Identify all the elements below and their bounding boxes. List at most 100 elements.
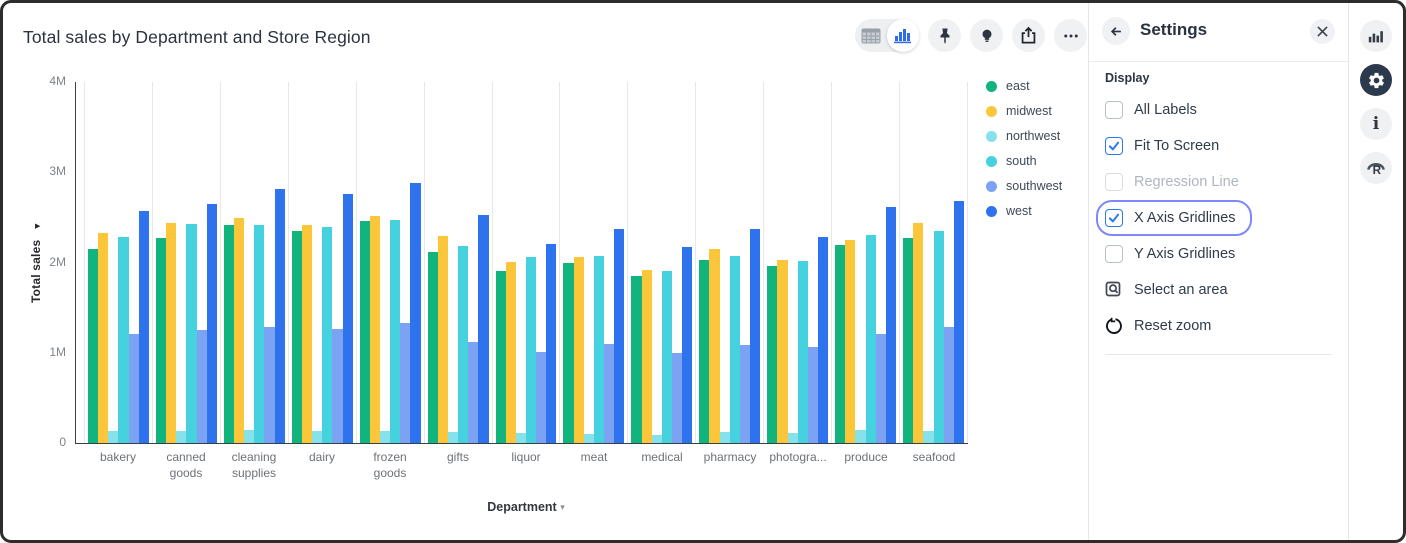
bar-west[interactable] <box>750 229 761 443</box>
bar-south[interactable] <box>118 237 129 443</box>
bar-east[interactable] <box>631 276 642 443</box>
bar-south[interactable] <box>254 224 265 443</box>
bar-southwest[interactable] <box>672 352 683 443</box>
bar-east[interactable] <box>223 224 234 443</box>
bar-south[interactable] <box>729 256 740 443</box>
setting-row-select-an-area[interactable]: Select an area <box>1096 272 1244 308</box>
bar-midwest[interactable] <box>301 224 313 443</box>
legend-item-south[interactable]: south <box>986 154 1062 168</box>
bar-northwest[interactable] <box>312 431 323 443</box>
bar-south[interactable] <box>458 246 469 443</box>
checkbox-all-labels[interactable] <box>1105 101 1123 119</box>
checkbox-fit-to-screen[interactable] <box>1105 137 1123 155</box>
setting-row-fit-to-screen[interactable]: Fit To Screen <box>1096 128 1235 164</box>
setting-row-regression-line[interactable]: Regression Line <box>1096 164 1255 200</box>
bar-northwest[interactable] <box>515 433 526 443</box>
bar-northwest[interactable] <box>108 431 119 443</box>
bar-south[interactable] <box>186 223 197 443</box>
bar-southwest[interactable] <box>875 333 886 443</box>
bar-midwest[interactable] <box>98 232 109 443</box>
bar-west[interactable] <box>885 206 897 443</box>
bar-midwest[interactable] <box>913 222 924 443</box>
bar-east[interactable] <box>291 230 302 443</box>
bar-east[interactable] <box>359 221 370 443</box>
bar-southwest[interactable] <box>739 344 751 443</box>
share-button[interactable] <box>1012 19 1045 52</box>
legend-item-midwest[interactable]: midwest <box>986 104 1062 118</box>
bar-west[interactable] <box>206 203 217 443</box>
bar-midwest[interactable] <box>573 257 584 443</box>
bar-midwest[interactable] <box>709 248 720 443</box>
bar-west[interactable] <box>274 188 285 443</box>
bar-east[interactable] <box>563 262 574 443</box>
bar-northwest[interactable] <box>380 431 391 443</box>
bar-east[interactable] <box>767 266 778 443</box>
bar-east[interactable] <box>427 251 438 443</box>
bar-southwest[interactable] <box>604 343 615 443</box>
bar-northwest[interactable] <box>244 430 255 443</box>
setting-row-reset-zoom[interactable]: Reset zoom <box>1096 308 1227 344</box>
bar-midwest[interactable] <box>166 222 177 443</box>
more-options-button[interactable] <box>1054 19 1087 52</box>
close-button[interactable] <box>1310 19 1335 44</box>
bar-west[interactable] <box>614 229 625 443</box>
bar-midwest[interactable] <box>845 239 856 443</box>
bar-midwest[interactable] <box>437 236 448 443</box>
bar-midwest[interactable] <box>641 269 652 443</box>
pin-button[interactable] <box>928 19 961 52</box>
bar-south[interactable] <box>322 227 333 443</box>
bar-west[interactable] <box>818 237 829 443</box>
bar-northwest[interactable] <box>719 432 730 443</box>
bar-west[interactable] <box>342 193 353 443</box>
bar-southwest[interactable] <box>196 330 207 443</box>
legend-item-southwest[interactable]: southwest <box>986 179 1062 193</box>
bar-west[interactable] <box>682 247 693 443</box>
bar-south[interactable] <box>526 257 537 443</box>
sidebar-visualization-button[interactable] <box>1360 20 1392 52</box>
chart-view-button[interactable] <box>886 19 919 52</box>
bar-southwest[interactable] <box>128 333 139 443</box>
bar-midwest[interactable] <box>234 218 245 443</box>
bar-west[interactable] <box>410 183 421 443</box>
bar-east[interactable] <box>155 238 167 443</box>
bar-southwest[interactable] <box>468 341 479 443</box>
bar-south[interactable] <box>797 260 808 443</box>
bar-midwest[interactable] <box>369 215 380 443</box>
sidebar-settings-button[interactable] <box>1360 64 1392 96</box>
y-axis-title[interactable]: Total sales <box>29 239 43 303</box>
bar-south[interactable] <box>390 220 401 443</box>
sidebar-r-button[interactable]: R <box>1360 152 1392 184</box>
bar-southwest[interactable] <box>536 351 547 443</box>
table-view-button[interactable] <box>855 19 887 52</box>
legend-item-east[interactable]: east <box>986 79 1062 93</box>
bar-midwest[interactable] <box>505 261 516 443</box>
bar-west[interactable] <box>478 214 489 443</box>
bar-east[interactable] <box>495 270 506 443</box>
bar-northwest[interactable] <box>447 432 459 443</box>
explore-button[interactable] <box>970 19 1003 52</box>
back-button[interactable] <box>1102 17 1130 45</box>
setting-row-all-labels[interactable]: All Labels <box>1096 92 1213 128</box>
bar-south[interactable] <box>593 256 605 443</box>
bar-south[interactable] <box>865 235 876 443</box>
setting-row-x-axis-gridlines[interactable]: X Axis Gridlines <box>1096 200 1252 236</box>
bar-west[interactable] <box>953 201 964 443</box>
sidebar-info-button[interactable]: i <box>1360 108 1392 140</box>
bar-midwest[interactable] <box>777 259 788 443</box>
bar-east[interactable] <box>88 248 99 443</box>
checkbox-x-axis-gridlines[interactable] <box>1105 209 1123 227</box>
x-axis-title[interactable]: Department ▾ <box>84 500 968 514</box>
bar-northwest[interactable] <box>923 431 934 443</box>
bar-west[interactable] <box>546 243 557 443</box>
bar-northwest[interactable] <box>176 431 187 443</box>
bar-southwest[interactable] <box>943 326 954 443</box>
bar-southwest[interactable] <box>332 329 343 443</box>
bar-east[interactable] <box>699 259 710 443</box>
view-toggle[interactable] <box>855 19 919 52</box>
bar-northwest[interactable] <box>855 430 866 443</box>
bar-west[interactable] <box>138 211 149 443</box>
bar-northwest[interactable] <box>787 433 798 443</box>
setting-row-y-axis-gridlines[interactable]: Y Axis Gridlines <box>1096 236 1251 272</box>
checkbox-y-axis-gridlines[interactable] <box>1105 245 1123 263</box>
bar-east[interactable] <box>903 238 914 443</box>
